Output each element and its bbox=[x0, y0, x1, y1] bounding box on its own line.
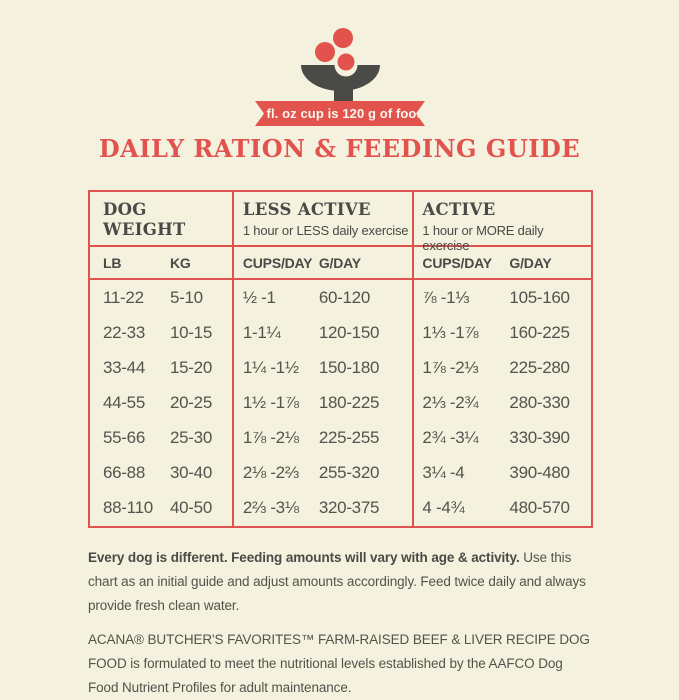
group-title: DOG WEIGHT bbox=[103, 200, 186, 240]
table-cell: ½ -1 bbox=[242, 287, 276, 307]
note-feeding-advice-bold: Every dog is different. Feeding amounts … bbox=[88, 550, 520, 565]
table-row: 1½ -1⅞ 180-225 bbox=[234, 385, 413, 420]
table-cell: 33-44 bbox=[103, 357, 145, 377]
table-cell: 5-10 bbox=[170, 287, 203, 307]
table-row: 2¾ -3¼ 330-390 bbox=[414, 421, 591, 456]
table-row: 4 -4¾ 480-570 bbox=[414, 491, 591, 526]
dog-food-bowl-icon bbox=[250, 25, 430, 105]
table-cell: 1⅞ -2⅛ bbox=[242, 428, 299, 448]
table-cell: 1⅓ -1⅞ bbox=[422, 322, 479, 342]
table-cell: 390-480 bbox=[509, 463, 570, 483]
table-cell: ⅞ -1⅓ bbox=[422, 287, 470, 307]
bowl-kibble-icon bbox=[301, 28, 380, 102]
note-aafco-statement: ACANA® BUTCHER'S FAVORITES™ FARM-RAISED … bbox=[88, 632, 590, 695]
table-cell: 40-50 bbox=[170, 498, 212, 518]
table-row: 1⅞ -2⅛ 225-255 bbox=[234, 421, 413, 456]
table-cell: 2¾ -3¼ bbox=[422, 428, 479, 448]
table-row: ⅞ -1⅓ 105-160 bbox=[414, 280, 591, 315]
table-cell: 10-15 bbox=[170, 322, 212, 342]
table-cell: 280-330 bbox=[509, 392, 570, 412]
table-cell: 2⅔ -3⅛ bbox=[242, 498, 299, 518]
table-cell: 1¼ -1½ bbox=[242, 357, 299, 377]
column-header-kg: KG bbox=[170, 254, 191, 271]
group-header: ACTIVE 1 hour or MORE daily exercise bbox=[414, 192, 591, 253]
table-row: 1⅞ -2⅓ 225-280 bbox=[414, 350, 591, 385]
table-cell: 15-20 bbox=[170, 357, 212, 377]
table-cell: 20-25 bbox=[170, 392, 212, 412]
table-row: 2⅓ -2¾ 280-330 bbox=[414, 385, 591, 420]
column-header-cups-day: CUPS/DAY bbox=[422, 254, 492, 271]
table-cell: 480-570 bbox=[509, 498, 570, 518]
note-feeding-advice: Every dog is different. Feeding amounts … bbox=[88, 546, 595, 618]
table-cell: 320-375 bbox=[318, 498, 380, 518]
table-row: 1⅓ -1⅞ 160-225 bbox=[414, 315, 591, 350]
table-cell: 55-66 bbox=[103, 428, 145, 448]
table-group-active: ACTIVE 1 hour or MORE daily exercise CUPS/… bbox=[412, 192, 591, 526]
table-row: 44-55 20-25 bbox=[90, 385, 232, 420]
table-cell: 3¼ -4 bbox=[422, 463, 465, 483]
table-cell: 4 -4¾ bbox=[422, 498, 465, 518]
column-header-row: CUPS/DAY G/DAY bbox=[233, 247, 413, 280]
column-header-lb: LB bbox=[103, 254, 122, 271]
table-cell: 2⅛ -2⅔ bbox=[242, 463, 299, 483]
table-cell: 30-40 bbox=[170, 463, 212, 483]
table-cell: 60-120 bbox=[318, 287, 370, 307]
table-row: 2⅛ -2⅔ 255-320 bbox=[234, 456, 413, 491]
table-row: 88-110 40-50 bbox=[90, 491, 232, 526]
note-feeding-advice-rest: Use this chart as an initial guide and a… bbox=[88, 550, 586, 613]
column-header-row: CUPS/DAY G/DAY bbox=[414, 247, 591, 280]
table-cell: 150-180 bbox=[318, 357, 380, 377]
table-row: 2⅔ -3⅛ 320-375 bbox=[234, 491, 413, 526]
table-row: 22-33 10-15 bbox=[90, 315, 232, 350]
table-row: 55-66 25-30 bbox=[90, 421, 232, 456]
table-row: 3¼ -4 390-480 bbox=[414, 456, 591, 491]
table-cell: 1½ -1⅞ bbox=[242, 392, 299, 412]
table-cell: 255-320 bbox=[318, 463, 380, 483]
table-group-dog-weight: DOG WEIGHT LB KG 11-22 5-10 22-33 10-15 33-44 15… bbox=[90, 192, 232, 526]
table-cell: 22-33 bbox=[103, 322, 145, 342]
table-cell: 160-225 bbox=[509, 322, 570, 342]
page-title: DAILY RATION & FEEDING GUIDE bbox=[98, 134, 581, 163]
feeding-table: DOG WEIGHT LB KG 11-22 5-10 22-33 10-15 33-44 15… bbox=[88, 190, 593, 528]
table-cell: 1⅞ -2⅓ bbox=[422, 357, 479, 377]
table-row: 66-88 30-40 bbox=[90, 456, 232, 491]
group-title: ACTIVE bbox=[422, 200, 496, 219]
group-subtitle: 1 hour or LESS daily exercise bbox=[242, 223, 409, 239]
group-subtitle: 1 hour or MORE daily exercise bbox=[422, 223, 544, 254]
table-cell: 225-280 bbox=[509, 357, 570, 377]
table-cell: 66-88 bbox=[103, 463, 145, 483]
table-cell: 44-55 bbox=[103, 392, 145, 412]
group-header: DOG WEIGHT bbox=[90, 192, 232, 247]
column-header-row: LB KG bbox=[90, 247, 232, 280]
group-title: LESS ACTIVE bbox=[242, 200, 371, 219]
column-header-cups-day: CUPS/DAY bbox=[242, 254, 313, 271]
group-header: LESS ACTIVE 1 hour or LESS daily exercise bbox=[233, 192, 413, 247]
table-group-less-active: LESS ACTIVE 1 hour or LESS daily exercise… bbox=[231, 192, 413, 526]
table-row: 33-44 15-20 bbox=[90, 350, 232, 385]
feeding-guide-panel: 8 fl. oz cup is 120 g of food DAILY RATI… bbox=[88, 25, 593, 695]
table-cell: 1-1¼ bbox=[242, 322, 281, 342]
table-row: 1¼ -1½ 150-180 bbox=[234, 350, 413, 385]
table-cell: 105-160 bbox=[509, 287, 570, 307]
notes-section: Every dog is different. Feeding amounts … bbox=[88, 546, 595, 700]
table-cell: 2⅓ -2¾ bbox=[422, 392, 479, 412]
table-row: 1-1¼ 120-150 bbox=[234, 315, 413, 350]
column-header-g-day: G/DAY bbox=[318, 254, 361, 271]
table-cell: 88-110 bbox=[103, 498, 153, 518]
cup-measure-text: 8 fl. oz cup is 120 g of food bbox=[255, 106, 425, 121]
table-row: 11-22 5-10 bbox=[90, 280, 232, 315]
table-cell: 330-390 bbox=[509, 428, 570, 448]
table-cell: 225-255 bbox=[318, 428, 380, 448]
table-cell: 25-30 bbox=[170, 428, 212, 448]
cup-measure-ribbon: 8 fl. oz cup is 120 g of food bbox=[255, 101, 425, 126]
table-cell: 120-150 bbox=[318, 322, 380, 342]
table-cell: 11-22 bbox=[103, 287, 144, 307]
table-cell: 180-225 bbox=[318, 392, 380, 412]
table-row: ½ -1 60-120 bbox=[234, 280, 413, 315]
column-header-g-day: G/DAY bbox=[509, 254, 552, 271]
